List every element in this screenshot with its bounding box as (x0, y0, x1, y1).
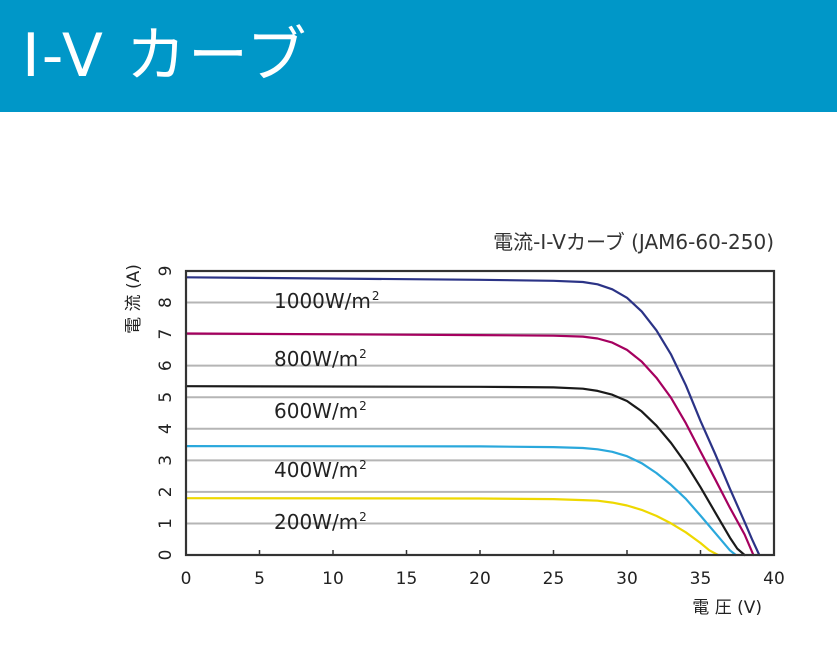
x-tick-label-2: 10 (322, 569, 344, 589)
series-line-4 (184, 497, 720, 557)
series-lines (184, 276, 761, 557)
x-tick-label-1: 5 (254, 569, 265, 589)
y-tick-label-3: 3 (156, 455, 176, 466)
y-tick-label-6: 6 (156, 360, 176, 371)
x-tick-label-6: 30 (616, 569, 638, 589)
y-tick-label-2: 2 (156, 486, 176, 497)
x-tick-label-7: 35 (690, 569, 712, 589)
x-axis-label: 電 圧 (V) (692, 598, 762, 618)
series-label-sup-1: 2 (359, 347, 367, 361)
y-tick-labels: 0 1 2 3 4 5 6 7 8 9 (156, 266, 176, 561)
y-tick-label-4: 4 (156, 423, 176, 434)
y-tick-label-1: 1 (156, 518, 176, 529)
series-line-3 (184, 445, 737, 557)
series-label-sup-4: 2 (359, 510, 367, 524)
y-tick-label-0: 0 (156, 550, 176, 561)
series-label-4: 200W/m (274, 510, 358, 534)
series-label-sup-2: 2 (359, 399, 367, 413)
y-tick-label-7: 7 (156, 329, 176, 340)
plot-frame (184, 269, 776, 557)
y-tick-label-8: 8 (156, 297, 176, 308)
series-line-2 (184, 385, 746, 557)
x-tick-label-8: 40 (763, 569, 785, 589)
series-line-1 (184, 332, 755, 557)
page-header: I-V カーブ (0, 0, 837, 112)
chart-title: 電流-I-Vカーブ (JAM6-60-250) (493, 230, 774, 254)
series-label-0: 1000W/m (274, 289, 371, 313)
series-line-0 (184, 276, 761, 557)
x-tick-label-3: 15 (396, 569, 418, 589)
series-label-3: 400W/m (274, 458, 358, 482)
page-title: I-V カーブ (22, 21, 309, 91)
y-axis-label: 電 流 (A) (124, 264, 144, 334)
y-tick-label-5: 5 (156, 392, 176, 403)
series-label-sup-3: 2 (359, 458, 367, 472)
x-tick-label-0: 0 (181, 569, 192, 589)
y-tick-label-9: 9 (156, 266, 176, 277)
x-tick-label-5: 25 (543, 569, 565, 589)
x-tick-labels: 0 5 10 15 20 25 30 35 40 (181, 569, 785, 589)
series-label-2: 600W/m (274, 399, 358, 423)
series-label-sup-0: 2 (372, 289, 380, 303)
x-tick-label-4: 20 (469, 569, 491, 589)
series-label-1: 800W/m (274, 347, 358, 371)
